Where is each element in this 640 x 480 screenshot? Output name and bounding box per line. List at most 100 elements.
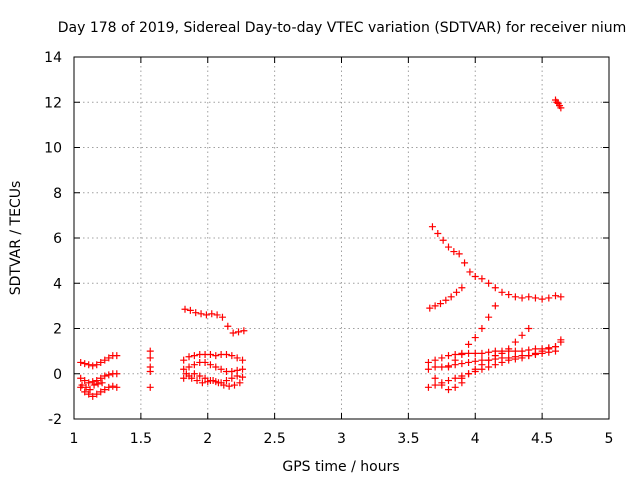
data-point [436,300,444,308]
data-point [478,275,486,283]
data-point [518,294,526,302]
data-point [146,347,154,355]
data-point [89,362,97,370]
data-point [451,361,459,369]
data-point [431,363,439,371]
data-point [146,383,154,391]
data-point [209,377,217,385]
data-point [217,365,225,373]
data-point [228,352,236,360]
data-point [233,372,241,380]
data-point [81,360,89,368]
data-point [538,347,546,355]
data-point [105,354,113,362]
data-point [552,292,559,300]
data-point [77,358,85,366]
data-point [231,381,238,389]
data-point [94,380,102,388]
plot-frame [73,56,610,420]
data-point [239,373,247,381]
data-point [190,361,198,369]
data-point [471,357,479,365]
data-point [89,392,97,400]
data-point [431,356,439,364]
y-tick-label: 4 [53,276,62,292]
data-point [557,293,565,301]
data-point [93,361,101,369]
data-point [424,358,432,366]
data-point [113,370,121,378]
data-point [208,310,216,318]
data-point [424,383,432,391]
data-point [224,322,232,330]
data-point [233,354,241,362]
x-tick-label: 3 [337,431,346,447]
data-point [202,311,210,319]
data-point [498,358,506,366]
data-point [505,347,513,355]
data-point [93,377,101,385]
data-point [222,351,230,359]
data-point [445,243,452,251]
data-point [439,236,447,244]
data-point [442,296,450,304]
data-point [478,365,486,373]
x-tick-label: 2.5 [263,431,285,447]
data-point [485,356,493,364]
data-point [235,328,243,336]
data-point [81,377,89,385]
data-point [78,381,86,389]
data-point [236,379,244,387]
data-point [511,293,519,301]
x-tick-label: 4.5 [531,431,553,447]
data-point [485,279,493,287]
x-tick-label: 5 [605,431,614,447]
data-point [431,381,439,389]
data-point [451,383,459,391]
data-point [455,250,463,258]
data-point [428,223,436,231]
data-point [451,374,459,382]
data-point [498,347,506,355]
data-point [531,294,539,302]
y-tick-label: 0 [53,367,62,383]
data-point [89,378,97,386]
data-point [101,386,109,394]
data-point [182,370,190,378]
data-point [466,268,474,276]
data-point [478,349,486,357]
data-point [213,311,221,319]
data-point [240,327,248,335]
data-point [204,378,212,386]
data-point [192,309,200,317]
data-point [557,336,565,344]
data-point [451,351,459,359]
data-point [458,372,466,380]
data-point [229,329,237,337]
data-point [93,390,101,398]
x-axis-title: GPS time / hours [282,459,399,475]
data-point [222,377,230,385]
data-point [485,348,493,356]
data-point [458,284,466,292]
data-point [193,377,201,385]
data-point [431,302,439,310]
data-point [85,361,93,369]
y-tick-label: 2 [53,322,62,338]
data-point [214,379,222,387]
data-point [465,340,473,348]
data-point [220,381,228,389]
data-point [113,383,121,391]
data-point [438,381,446,389]
data-point [538,295,546,303]
data-point [545,345,553,353]
data-point [197,310,205,318]
data-point [77,374,85,382]
data-point [525,293,533,301]
data-point [438,354,446,362]
data-point [206,351,214,359]
data-point [431,374,439,382]
axis-ticks: 1 1.5 2 2.5 3 3.5 4 4.5 5 -2 0 2 4 6 8 10 12 14 [44,50,613,447]
data-point [434,229,442,237]
data-point [445,352,452,360]
